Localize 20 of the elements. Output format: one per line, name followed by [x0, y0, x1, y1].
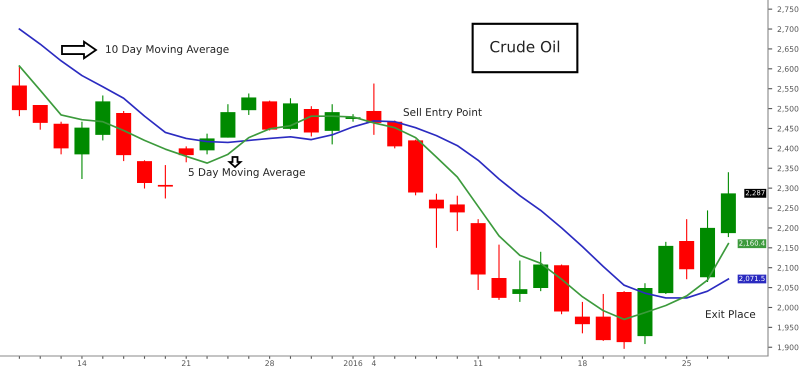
annotation: Sell Entry Point	[404, 108, 482, 118]
candlestick	[533, 251, 548, 292]
candlestick	[512, 260, 528, 302]
candlestick	[574, 301, 590, 334]
candlestick	[137, 160, 152, 190]
text: 10 Day Moving Average	[106, 44, 229, 56]
candlestick	[324, 104, 340, 145]
annotation: Exit Place	[706, 310, 756, 318]
candlestick	[241, 92, 256, 116]
series-label: 5 Day Moving Average	[188, 168, 305, 178]
candlestick	[32, 104, 48, 130]
candlestick	[450, 195, 465, 232]
candlestick	[596, 293, 611, 342]
candlestick	[304, 106, 319, 137]
line-series	[18, 65, 730, 320]
candlestick	[428, 193, 444, 248]
line-series	[18, 28, 730, 299]
candlestick	[157, 164, 174, 200]
text: Crude Oil	[490, 40, 560, 52]
candlestick	[491, 244, 507, 300]
